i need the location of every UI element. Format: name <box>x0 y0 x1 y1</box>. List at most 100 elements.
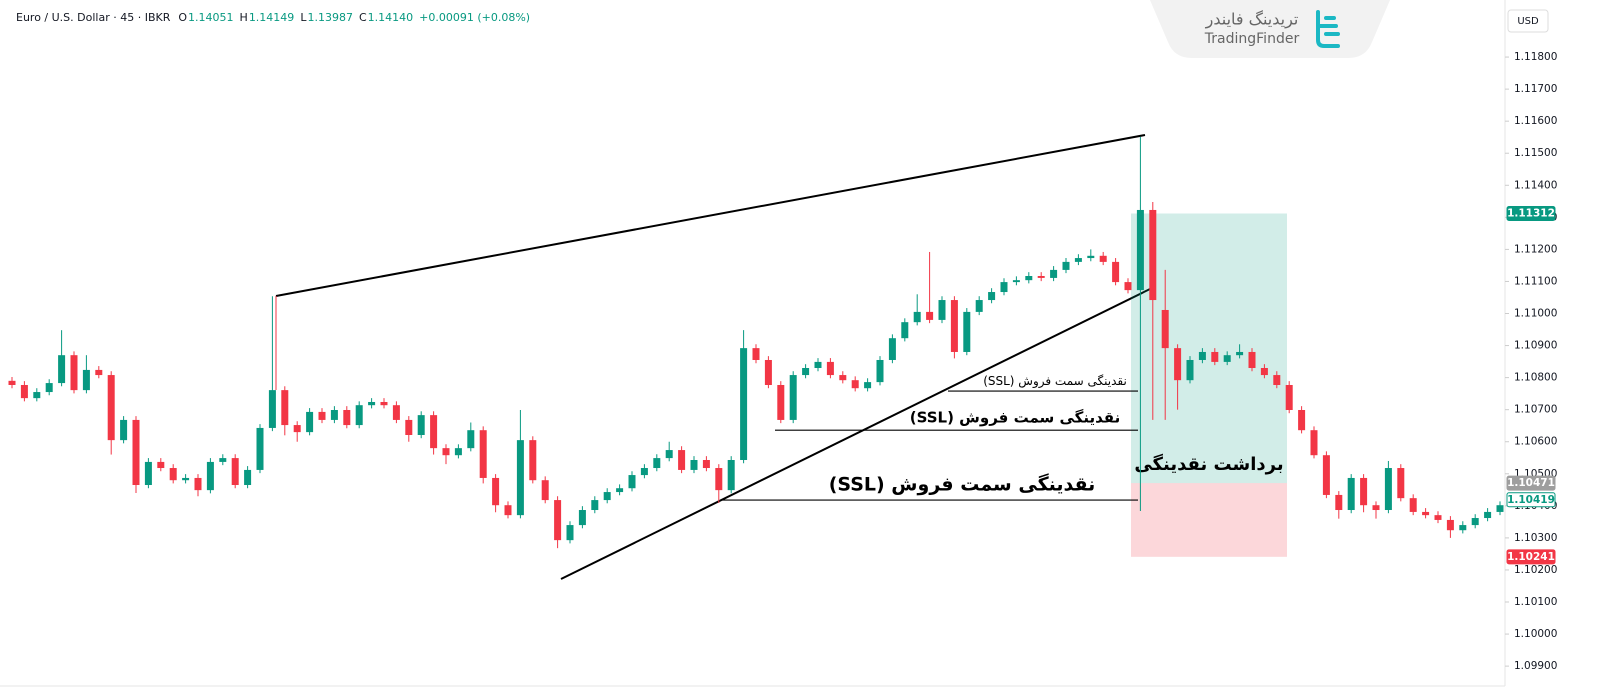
box-label: برداشت نقدینگی <box>1134 453 1283 475</box>
candle-body <box>144 461 152 486</box>
candle-body <box>380 401 388 406</box>
candle-body <box>1062 261 1070 270</box>
candle-body <box>244 469 252 486</box>
candle-body <box>417 415 425 436</box>
candle-body <box>454 448 462 456</box>
candle-body <box>1124 282 1132 291</box>
ohlc-key: H <box>240 11 248 24</box>
candle-body <box>343 409 351 426</box>
candle-body <box>157 461 165 469</box>
candle-body <box>467 430 475 449</box>
candle-body <box>182 477 190 481</box>
candle-body <box>479 430 487 478</box>
candle-body <box>789 375 797 420</box>
price-label-bg <box>1506 549 1556 565</box>
candle-body <box>727 460 735 491</box>
candle-body <box>107 375 115 441</box>
candle-body <box>268 390 276 428</box>
candle-body <box>913 311 921 323</box>
y-tick-label: 1.10700 <box>1514 404 1557 416</box>
price-label: 1.10419 <box>1507 494 1555 506</box>
candle-body <box>219 458 227 462</box>
candle-body <box>702 460 710 469</box>
candle-body <box>8 380 16 385</box>
y-tick-label: 1.10800 <box>1514 372 1557 384</box>
candle-body <box>926 311 934 320</box>
candle-body <box>616 488 624 493</box>
liquidity-label: نقدینگی سمت فروش (SSL) <box>829 472 1096 495</box>
y-tick-label: 1.10300 <box>1514 532 1557 544</box>
y-tick-label: 1.11500 <box>1514 147 1557 159</box>
candle-body <box>864 382 872 389</box>
candle-body <box>1050 269 1058 278</box>
candle-body <box>888 338 896 360</box>
price-label-bg <box>1506 205 1556 221</box>
y-tick-label: 1.11100 <box>1514 275 1557 287</box>
candle-body <box>58 355 66 384</box>
price-label-bg <box>1506 492 1556 508</box>
candle-body <box>169 468 177 481</box>
candle-body <box>1112 261 1120 283</box>
candle-body <box>1273 375 1281 385</box>
candle-body <box>839 375 847 381</box>
candle-body <box>1298 409 1306 431</box>
ohlc-value: 1.14051 <box>188 11 234 24</box>
candle-body <box>1186 359 1194 381</box>
candle-body <box>1459 525 1467 531</box>
candle-body <box>20 384 28 399</box>
candle-body <box>802 368 810 376</box>
symbol: Euro / U.S. Dollar · 45 · IBKR <box>16 11 171 24</box>
candle-body <box>1496 505 1504 512</box>
y-tick-label: 1.11800 <box>1514 51 1557 63</box>
candle-body <box>1149 209 1157 301</box>
candle-body <box>368 401 376 406</box>
logo-icon <box>1316 10 1340 48</box>
currency: USD <box>1517 16 1539 27</box>
price-label: 1.10241 <box>1507 551 1555 563</box>
logo-en: TradingFinder <box>1204 31 1300 47</box>
candle-body <box>1372 505 1380 511</box>
candle-body <box>578 510 586 526</box>
candle-body <box>1012 280 1020 283</box>
liquidity-label: نقدینگی سمت فروش (SSL) <box>910 409 1121 427</box>
candle-body <box>1223 355 1231 362</box>
candle-body <box>442 448 450 456</box>
price-label: 1.11312 <box>1507 207 1555 219</box>
candle-body <box>132 419 140 486</box>
liquidity-label: نقدینگی سمت فروش (SSL) <box>983 374 1127 389</box>
trendline <box>560 288 1151 580</box>
candle-body <box>764 359 772 385</box>
candle-body <box>430 415 438 449</box>
candle-body <box>963 311 971 352</box>
candle-body <box>1037 276 1045 278</box>
candle-body <box>1136 209 1144 291</box>
y-tick-label: 1.11400 <box>1514 179 1557 191</box>
candle-body <box>1211 351 1219 362</box>
candle-body <box>603 492 611 501</box>
header: Euro / U.S. Dollar · 45 · IBKR O 1.14051 H 1… <box>16 11 530 24</box>
candle-body <box>1484 511 1492 519</box>
ohlc-key: O <box>178 11 187 24</box>
candle-body <box>777 384 785 420</box>
logo-background <box>1150 0 1390 58</box>
candle-body <box>45 383 53 393</box>
ohlc-key: L <box>300 11 307 24</box>
ohlc-key: C <box>359 11 367 24</box>
ohlc-value: 1.14149 <box>249 11 295 24</box>
candle-body <box>901 322 909 339</box>
candle-body <box>318 411 326 420</box>
y-tick-label: 1.10000 <box>1514 628 1557 640</box>
currency-box[interactable] <box>1507 9 1549 33</box>
candle-body <box>95 369 103 376</box>
candle-body <box>504 505 512 516</box>
candle-body <box>1236 351 1244 356</box>
candle-body <box>1347 477 1355 511</box>
candle-body <box>1260 368 1268 376</box>
candle-body <box>541 480 549 501</box>
candle-body <box>1446 519 1454 531</box>
candle-body <box>1074 258 1082 262</box>
price-label: 1.10471 <box>1507 477 1555 489</box>
